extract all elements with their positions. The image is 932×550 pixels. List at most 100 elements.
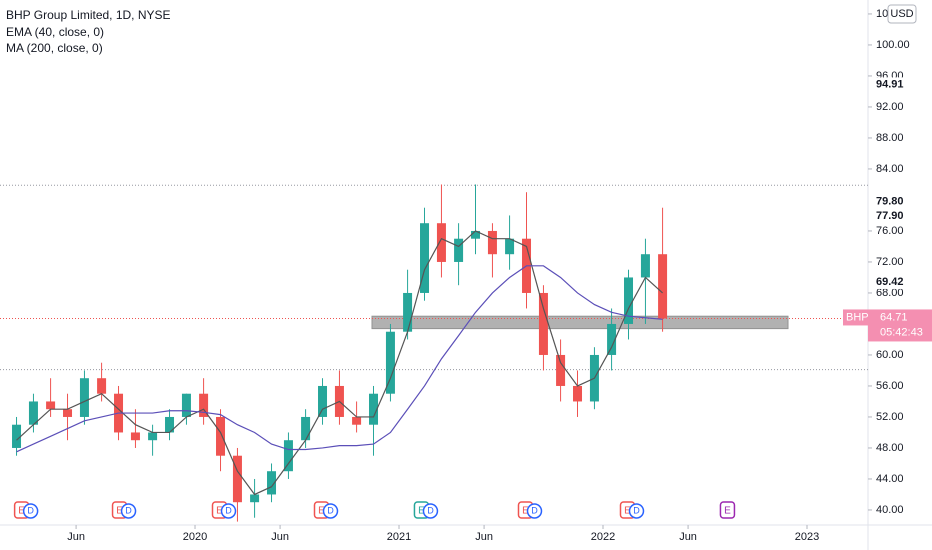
candle-body	[28, 401, 38, 425]
indicator-line	[16, 230, 663, 496]
candle-body	[420, 223, 430, 293]
symbol-label: BHP	[846, 311, 869, 323]
price-label: 69.42	[876, 276, 904, 288]
y-tick-label: 40.00	[876, 504, 904, 516]
candle-body	[165, 416, 175, 433]
y-tick-label: 72.00	[876, 256, 904, 268]
zone	[371, 315, 789, 330]
candle-body	[79, 378, 89, 417]
y-tick-label: 48.00	[876, 442, 904, 454]
candle-body	[640, 254, 650, 278]
dividend-icon	[220, 503, 237, 519]
candle-body	[505, 238, 515, 255]
indicator-label: EMA (40, close, 0)	[6, 25, 104, 39]
dividend-label: D	[327, 505, 334, 515]
candle-body	[607, 323, 617, 355]
candle-body	[538, 292, 548, 355]
candle-body	[624, 277, 634, 324]
candle-body	[352, 416, 362, 425]
dividend-icon	[120, 503, 137, 519]
x-tick-label: 2023	[795, 531, 819, 543]
candle-body	[385, 331, 395, 394]
price-label-bg	[869, 274, 929, 289]
price-label: 77.90	[876, 210, 904, 222]
dividend-icon	[526, 503, 543, 519]
y-tick-label: 68.00	[876, 287, 904, 299]
y-tick-label: 92.00	[876, 101, 904, 113]
candle-body	[573, 385, 583, 402]
candle-body	[471, 230, 481, 239]
countdown-label: 05:42:43	[880, 326, 923, 338]
candle-body	[301, 416, 311, 441]
candle-body	[216, 416, 226, 456]
symbol-box	[843, 309, 868, 326]
earnings-label: E	[418, 506, 425, 517]
price-label-bg	[869, 194, 929, 209]
price-label-bg	[869, 77, 929, 92]
last-price-label: 64.71	[880, 311, 908, 323]
last-price-box	[868, 309, 932, 342]
candle-body	[232, 455, 242, 503]
candle-body	[97, 378, 107, 394]
x-tick-label: Jun	[67, 531, 85, 543]
candle-body	[369, 393, 379, 425]
candle-body	[403, 292, 413, 332]
earnings-label: E	[318, 506, 325, 517]
candle-body	[318, 385, 328, 417]
x-tick-label: 2021	[387, 531, 411, 543]
dividend-label: D	[225, 505, 232, 515]
chart-title: BHP Group Limited, 1D, NYSE	[6, 8, 171, 22]
candle-body	[250, 494, 260, 503]
candle-body	[267, 471, 277, 495]
x-tick-label: Jun	[271, 531, 289, 543]
candle-body	[199, 393, 209, 417]
candle-body	[148, 432, 158, 441]
candle-body	[487, 230, 497, 255]
earnings-label: E	[724, 506, 731, 517]
dividend-icon	[422, 503, 439, 519]
earnings-label: E	[624, 506, 631, 517]
indicator-line	[16, 265, 663, 453]
dividend-icon	[22, 503, 39, 519]
candle-body	[658, 254, 668, 319]
candle-body	[46, 401, 56, 410]
y-tick-label: 56.00	[876, 380, 904, 392]
price-label: 94.91	[876, 78, 904, 90]
indicator-label: MA (200, close, 0)	[6, 41, 103, 55]
x-tick-label: 2022	[591, 531, 615, 543]
y-tick-label: 44.00	[876, 473, 904, 485]
dividend-icon	[628, 503, 645, 519]
y-tick-label: 84.00	[876, 163, 904, 175]
dividend-label: D	[531, 505, 538, 515]
candle-body	[454, 238, 464, 262]
candle-body	[12, 424, 22, 448]
y-tick-label: 100.00	[876, 39, 910, 51]
candle-body	[436, 223, 446, 262]
x-tick-label: 2020	[183, 531, 207, 543]
currency-label: USD	[890, 8, 913, 20]
dividend-icon	[322, 503, 339, 519]
price-label-bg	[869, 209, 929, 224]
candle-body	[63, 409, 73, 417]
y-tick-label: 88.00	[876, 132, 904, 144]
earnings-icon	[719, 501, 736, 519]
dividend-label: D	[125, 505, 132, 515]
price-label: 79.80	[876, 195, 904, 207]
x-tick-label: Jun	[475, 531, 493, 543]
candle-body	[283, 440, 293, 472]
y-tick-label: 60.00	[876, 349, 904, 361]
dividend-label: D	[27, 505, 34, 515]
y-tick-label: 52.00	[876, 411, 904, 423]
earnings-label: E	[216, 506, 223, 517]
currency-box	[887, 4, 917, 24]
earnings-label: E	[18, 506, 25, 517]
dividend-label: D	[633, 505, 640, 515]
candle-body	[130, 432, 140, 441]
earnings-label: E	[116, 506, 123, 517]
earnings-label: E	[522, 506, 529, 517]
x-tick-label: Jun	[679, 531, 697, 543]
candle-body	[181, 393, 191, 417]
candle-body	[556, 354, 566, 386]
